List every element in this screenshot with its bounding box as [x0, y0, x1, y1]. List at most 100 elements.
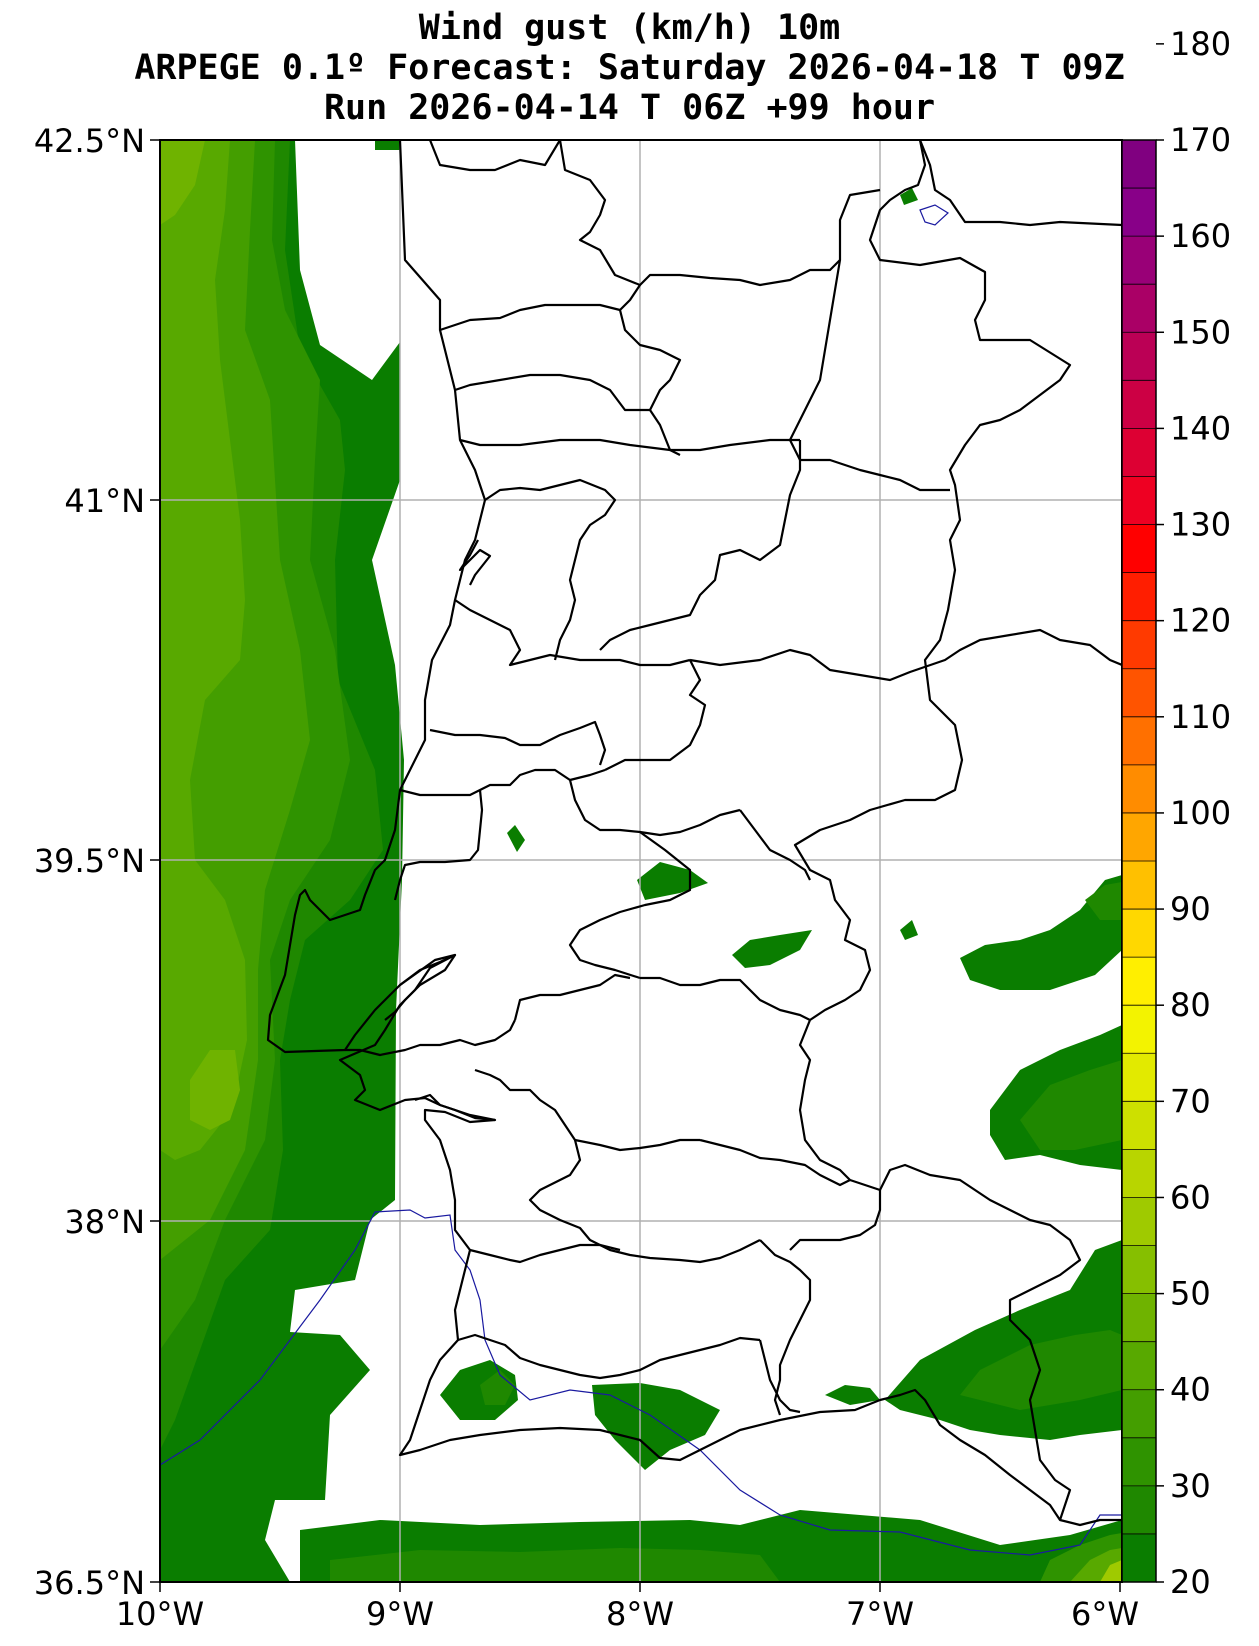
colorbar-segment	[1122, 332, 1156, 381]
gust-patch	[732, 930, 812, 968]
colorbar-segment	[1122, 909, 1156, 958]
border-admin	[789, 1190, 882, 1251]
colorbar-segment	[1122, 620, 1156, 670]
colorbar-segment	[1122, 812, 1156, 862]
colorbar-segment	[1122, 1245, 1156, 1295]
colorbar-segment	[1122, 572, 1156, 622]
colorbar-segment	[1122, 957, 1156, 1006]
map-title: Wind gust (km/h) 10m ARPEGE 0.1º Forecas…	[0, 8, 1259, 128]
colorbar-segment	[1122, 188, 1156, 237]
border-admin	[484, 478, 617, 661]
colorbar-tick-label: 20	[1170, 1563, 1211, 1601]
lon-tick-label: 8°W	[606, 1595, 674, 1633]
estuary-aveiro	[458, 539, 492, 586]
estuary-tejo	[384, 953, 457, 1021]
colorbar-tick-label: 170	[1170, 121, 1231, 159]
border-admin	[739, 809, 811, 881]
colorbar-segment	[1122, 380, 1156, 429]
colorbar-segment	[1122, 1197, 1156, 1247]
colorbar-tick-label: 100	[1170, 794, 1231, 832]
colorbar-tick-label: 70	[1170, 1082, 1211, 1120]
gust-patch	[507, 825, 525, 852]
border-admin	[788, 259, 950, 492]
border-admin	[439, 303, 621, 332]
coastline-west	[266, 140, 1122, 1527]
maritime-boundary	[919, 204, 949, 226]
colorbar-segment	[1122, 1005, 1156, 1054]
colorbar-segment	[1122, 861, 1156, 910]
colorbar-segment	[1122, 1053, 1156, 1102]
colorbar-tick-label: 110	[1170, 698, 1231, 736]
colorbar-tick-label: 80	[1170, 986, 1211, 1024]
colorbar-tick-label: 40	[1170, 1371, 1211, 1409]
gust-band-40-45	[160, 140, 247, 1160]
border-admin	[689, 628, 1122, 682]
colorbar-segment	[1122, 524, 1156, 574]
lon-tick-label: 10°W	[116, 1595, 204, 1633]
border-admin	[457, 1333, 761, 1380]
lat-tick-label: 42.5°N	[34, 122, 145, 160]
gust-patch	[375, 140, 400, 150]
colorbar-tick-label: 60	[1170, 1178, 1211, 1216]
lon-axis: 10°W 9°W 8°W 7°W 6°W	[116, 1582, 1139, 1633]
border-admin	[345, 1019, 516, 1057]
gust-patch	[900, 920, 918, 940]
colorbar-segment	[1122, 1293, 1156, 1343]
colorbar-tick-label: 140	[1170, 409, 1231, 447]
colorbar-segment	[1122, 716, 1156, 766]
gust-band-25-30	[1085, 882, 1122, 920]
colorbar-segment	[1122, 1437, 1156, 1487]
lat-axis: 42.5°N 41°N 39.5°N 38°N 36.5°N	[34, 122, 160, 1602]
colorbar-segment	[1122, 140, 1156, 189]
colorbar: 20 30 40 50 60 70 80 90 100 110 120 130 140 150 160 170…	[1121, 25, 1231, 1601]
border-admin	[568, 831, 692, 980]
border-north-spain	[918, 140, 1122, 227]
colorbar-tick-label: 130	[1170, 506, 1231, 544]
border-admin	[759, 1239, 812, 1416]
lat-tick-label: 39.5°N	[34, 842, 145, 880]
border-portugal-spain	[793, 140, 1082, 1521]
colorbar-segment	[1122, 1533, 1156, 1583]
border-admin	[599, 440, 802, 651]
lat-tick-label: 36.5°N	[34, 1564, 145, 1602]
graticule	[160, 140, 1122, 1582]
colorbar-segment	[1122, 764, 1156, 814]
gust-patch	[960, 875, 1122, 990]
colorbar-tick-label: 50	[1170, 1275, 1211, 1313]
map-area	[160, 140, 1122, 1582]
borders	[266, 140, 1122, 1527]
lat-tick-label: 38°N	[64, 1203, 145, 1241]
border-admin	[558, 140, 881, 287]
border-admin	[459, 438, 800, 452]
colorbar-segment	[1122, 1341, 1156, 1391]
colorbar-frame	[1121, 139, 1157, 1583]
gust-band-45-50	[190, 1050, 240, 1130]
colorbar-segment	[1122, 476, 1156, 526]
border-admin	[454, 373, 650, 412]
border-admin	[454, 599, 691, 667]
border-admin	[469, 1243, 621, 1264]
gust-band-25-30	[1020, 1060, 1122, 1150]
colorbar-tick-label: 120	[1170, 602, 1231, 640]
gust-band-25-30	[480, 1370, 515, 1405]
colorbar-segment	[1122, 236, 1156, 285]
gust-patch	[825, 1385, 880, 1405]
lon-tick-label: 9°W	[366, 1595, 434, 1633]
colorbar-segment	[1122, 284, 1156, 333]
colorbar-tick-label: 90	[1170, 890, 1211, 928]
border-admin	[429, 720, 607, 766]
estuary-sado	[414, 1093, 496, 1122]
lat-tick-label: 41°N	[64, 482, 145, 520]
maritime-boundary	[160, 1209, 1122, 1556]
gust-patch	[900, 188, 918, 205]
border-admin	[428, 140, 561, 172]
border-admin	[399, 768, 571, 797]
colorbar-segment	[1122, 1101, 1156, 1150]
border-admin	[604, 659, 707, 771]
colorbar-segment	[1122, 428, 1156, 477]
lon-tick-label: 7°W	[846, 1595, 914, 1633]
gust-band-25-30	[330, 1548, 780, 1582]
lon-tick-label: 6°W	[1071, 1595, 1139, 1633]
border-admin	[528, 1139, 761, 1264]
